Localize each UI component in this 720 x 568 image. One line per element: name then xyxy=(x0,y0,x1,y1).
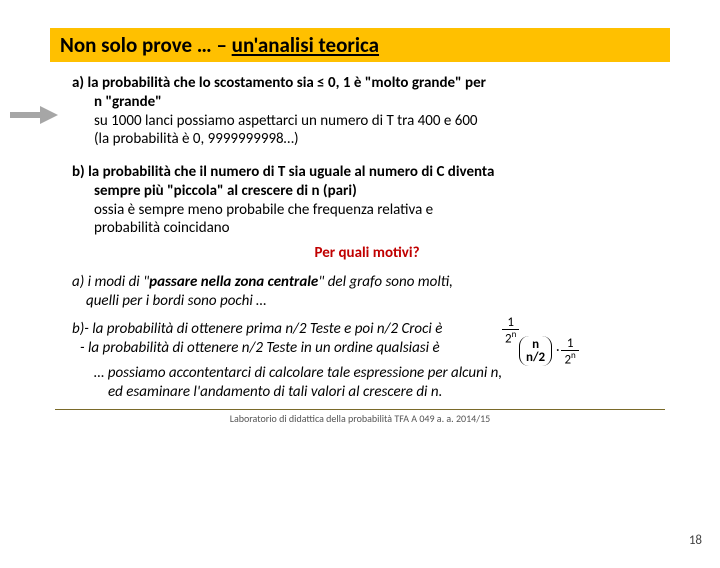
slide-title: Non solo prove … – un'analisi teorica xyxy=(50,28,670,62)
final-block: … possiamo accontentarci di calcolare ta… xyxy=(94,364,662,402)
slide-content: a) la probabilità che lo scostamento sia… xyxy=(72,74,662,401)
formula-2: n n/2 · 1 2n xyxy=(517,336,579,366)
block-b-line4: probabilità coincidano xyxy=(94,219,662,238)
page-number: 18 xyxy=(689,533,702,548)
separator-line xyxy=(55,409,665,410)
final-line2: ed esaminare l'andamento di tali valori … xyxy=(108,383,662,402)
block-b-line1: b) la probabilità che il numero di T sia… xyxy=(72,163,662,182)
footer-text: Laboratorio di didattica della probabili… xyxy=(0,412,720,425)
block-b-line2: sempre più "piccola" al crescere di n (p… xyxy=(94,182,662,201)
answer-b: b)- la probabilità di ottenere prima n/2… xyxy=(72,320,662,358)
block-a: a) la probabilità che lo scostamento sia… xyxy=(72,74,662,149)
answer-a: a) i modi di "passare nella zona central… xyxy=(72,273,662,311)
block-a-line3: su 1000 lanci possiamo aspettarci un num… xyxy=(94,112,662,131)
answer-a-line2: quelli per i bordi sono pochi … xyxy=(86,292,662,311)
arrow-icon xyxy=(10,106,58,124)
block-b-line3: ossia è sempre meno probabile che freque… xyxy=(94,201,662,220)
question-text: Per quali motivi? xyxy=(72,244,662,263)
block-a-line1: a) la probabilità che lo scostamento sia… xyxy=(72,74,662,93)
block-a-line4: (la probabilità è 0, 9999999998…) xyxy=(94,130,662,149)
block-a-line2: n "grande" xyxy=(94,93,662,112)
title-underline: un'analisi teorica xyxy=(232,32,379,58)
title-part1: Non solo prove … – xyxy=(60,32,232,58)
final-line1: … possiamo accontentarci di calcolare ta… xyxy=(94,364,662,383)
block-b: b) la probabilità che il numero di T sia… xyxy=(72,163,662,238)
answer-a-line1: a) i modi di "passare nella zona central… xyxy=(72,273,662,292)
